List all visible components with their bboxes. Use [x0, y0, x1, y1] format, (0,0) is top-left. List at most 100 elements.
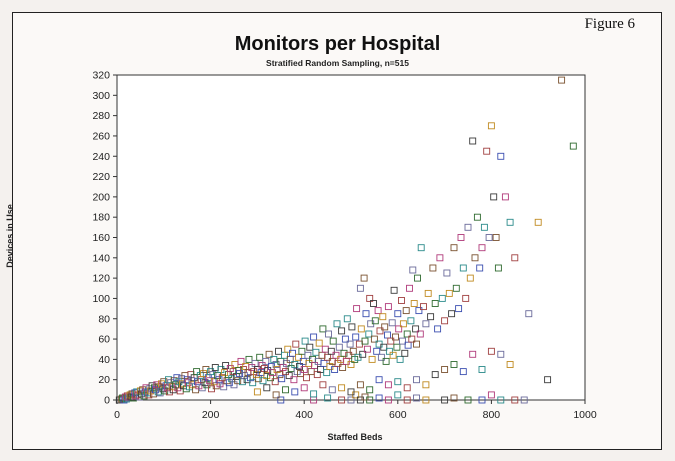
data-point	[422, 396, 430, 404]
data-point	[396, 355, 404, 363]
data-point	[497, 396, 505, 404]
data-point	[259, 377, 267, 385]
data-point	[413, 340, 420, 348]
data-point	[362, 310, 370, 318]
data-point	[282, 359, 290, 367]
data-point	[360, 274, 368, 282]
data-point	[371, 317, 379, 325]
data-point	[225, 379, 233, 387]
data-point	[315, 339, 323, 347]
data-point	[429, 264, 437, 272]
data-point	[347, 396, 355, 404]
data-point	[363, 345, 371, 353]
data-point	[329, 337, 337, 345]
data-point	[237, 357, 245, 365]
data-point	[445, 289, 453, 297]
data-point	[394, 391, 402, 399]
data-point	[490, 193, 498, 201]
data-point	[291, 361, 299, 368]
data-point	[483, 147, 491, 155]
data-point	[304, 351, 312, 359]
data-point	[300, 366, 308, 373]
data-point	[388, 319, 396, 327]
data-point	[520, 396, 528, 404]
data-point	[341, 335, 349, 343]
data-point	[366, 386, 374, 394]
data-point	[511, 254, 519, 262]
data-point	[422, 381, 430, 389]
data-point	[478, 396, 486, 404]
data-point	[407, 317, 415, 325]
data-point	[202, 366, 210, 373]
data-point	[284, 345, 292, 353]
data-point	[377, 353, 385, 361]
y-tick-label: 20	[98, 374, 110, 386]
data-point	[347, 388, 355, 396]
data-point	[373, 347, 381, 355]
data-point	[319, 381, 327, 389]
data-point	[402, 307, 410, 315]
data-point	[387, 337, 395, 345]
y-tick-label: 80	[98, 313, 110, 325]
data-point	[450, 361, 458, 368]
data-point	[345, 351, 353, 359]
data-point	[384, 396, 392, 404]
data-point	[415, 307, 423, 315]
data-point	[455, 305, 463, 313]
data-point	[487, 391, 495, 399]
data-point	[469, 137, 477, 145]
data-point	[324, 394, 332, 402]
data-point	[310, 333, 318, 341]
data-point	[319, 325, 327, 333]
data-point	[422, 320, 430, 328]
data-point	[459, 264, 467, 272]
data-point	[335, 343, 343, 351]
y-tick-label: 140	[92, 252, 110, 264]
plot-area	[116, 74, 586, 401]
data-point	[328, 386, 336, 394]
x-axis-label: Staffed Beds	[327, 432, 383, 442]
data-point	[544, 376, 552, 384]
data-point	[413, 394, 420, 402]
data-point	[303, 374, 310, 382]
data-point	[370, 335, 378, 343]
data-point	[290, 376, 298, 384]
data-point	[410, 300, 418, 307]
data-point	[366, 396, 374, 404]
data-point	[277, 396, 285, 404]
data-point	[374, 307, 382, 315]
y-tick-label: 0	[104, 395, 110, 407]
data-point	[408, 335, 416, 343]
data-point	[382, 357, 390, 365]
data-point	[359, 350, 367, 358]
y-tick-label: 240	[92, 151, 110, 163]
data-point	[412, 325, 420, 333]
data-point	[478, 366, 486, 373]
data-point	[375, 394, 383, 402]
data-point	[267, 374, 274, 382]
data-point	[160, 378, 168, 386]
data-point	[471, 254, 479, 262]
data-point	[534, 218, 542, 226]
data-point	[339, 364, 347, 371]
data-point	[392, 333, 399, 341]
data-point	[245, 355, 253, 363]
data-point	[311, 362, 318, 369]
data-point	[384, 381, 392, 389]
data-point	[401, 349, 409, 357]
data-point	[409, 266, 417, 274]
y-tick-label: 180	[92, 212, 110, 224]
data-point	[417, 244, 425, 252]
y-tick-label: 60	[98, 334, 110, 346]
data-point	[275, 347, 282, 355]
data-point	[457, 234, 465, 241]
data-point	[403, 330, 411, 338]
data-point	[333, 320, 341, 328]
data-point	[368, 355, 376, 363]
data-point	[340, 349, 348, 357]
data-point	[390, 286, 398, 294]
x-tick-label: 1000	[573, 409, 597, 421]
data-point	[427, 313, 435, 321]
data-point	[158, 380, 165, 388]
